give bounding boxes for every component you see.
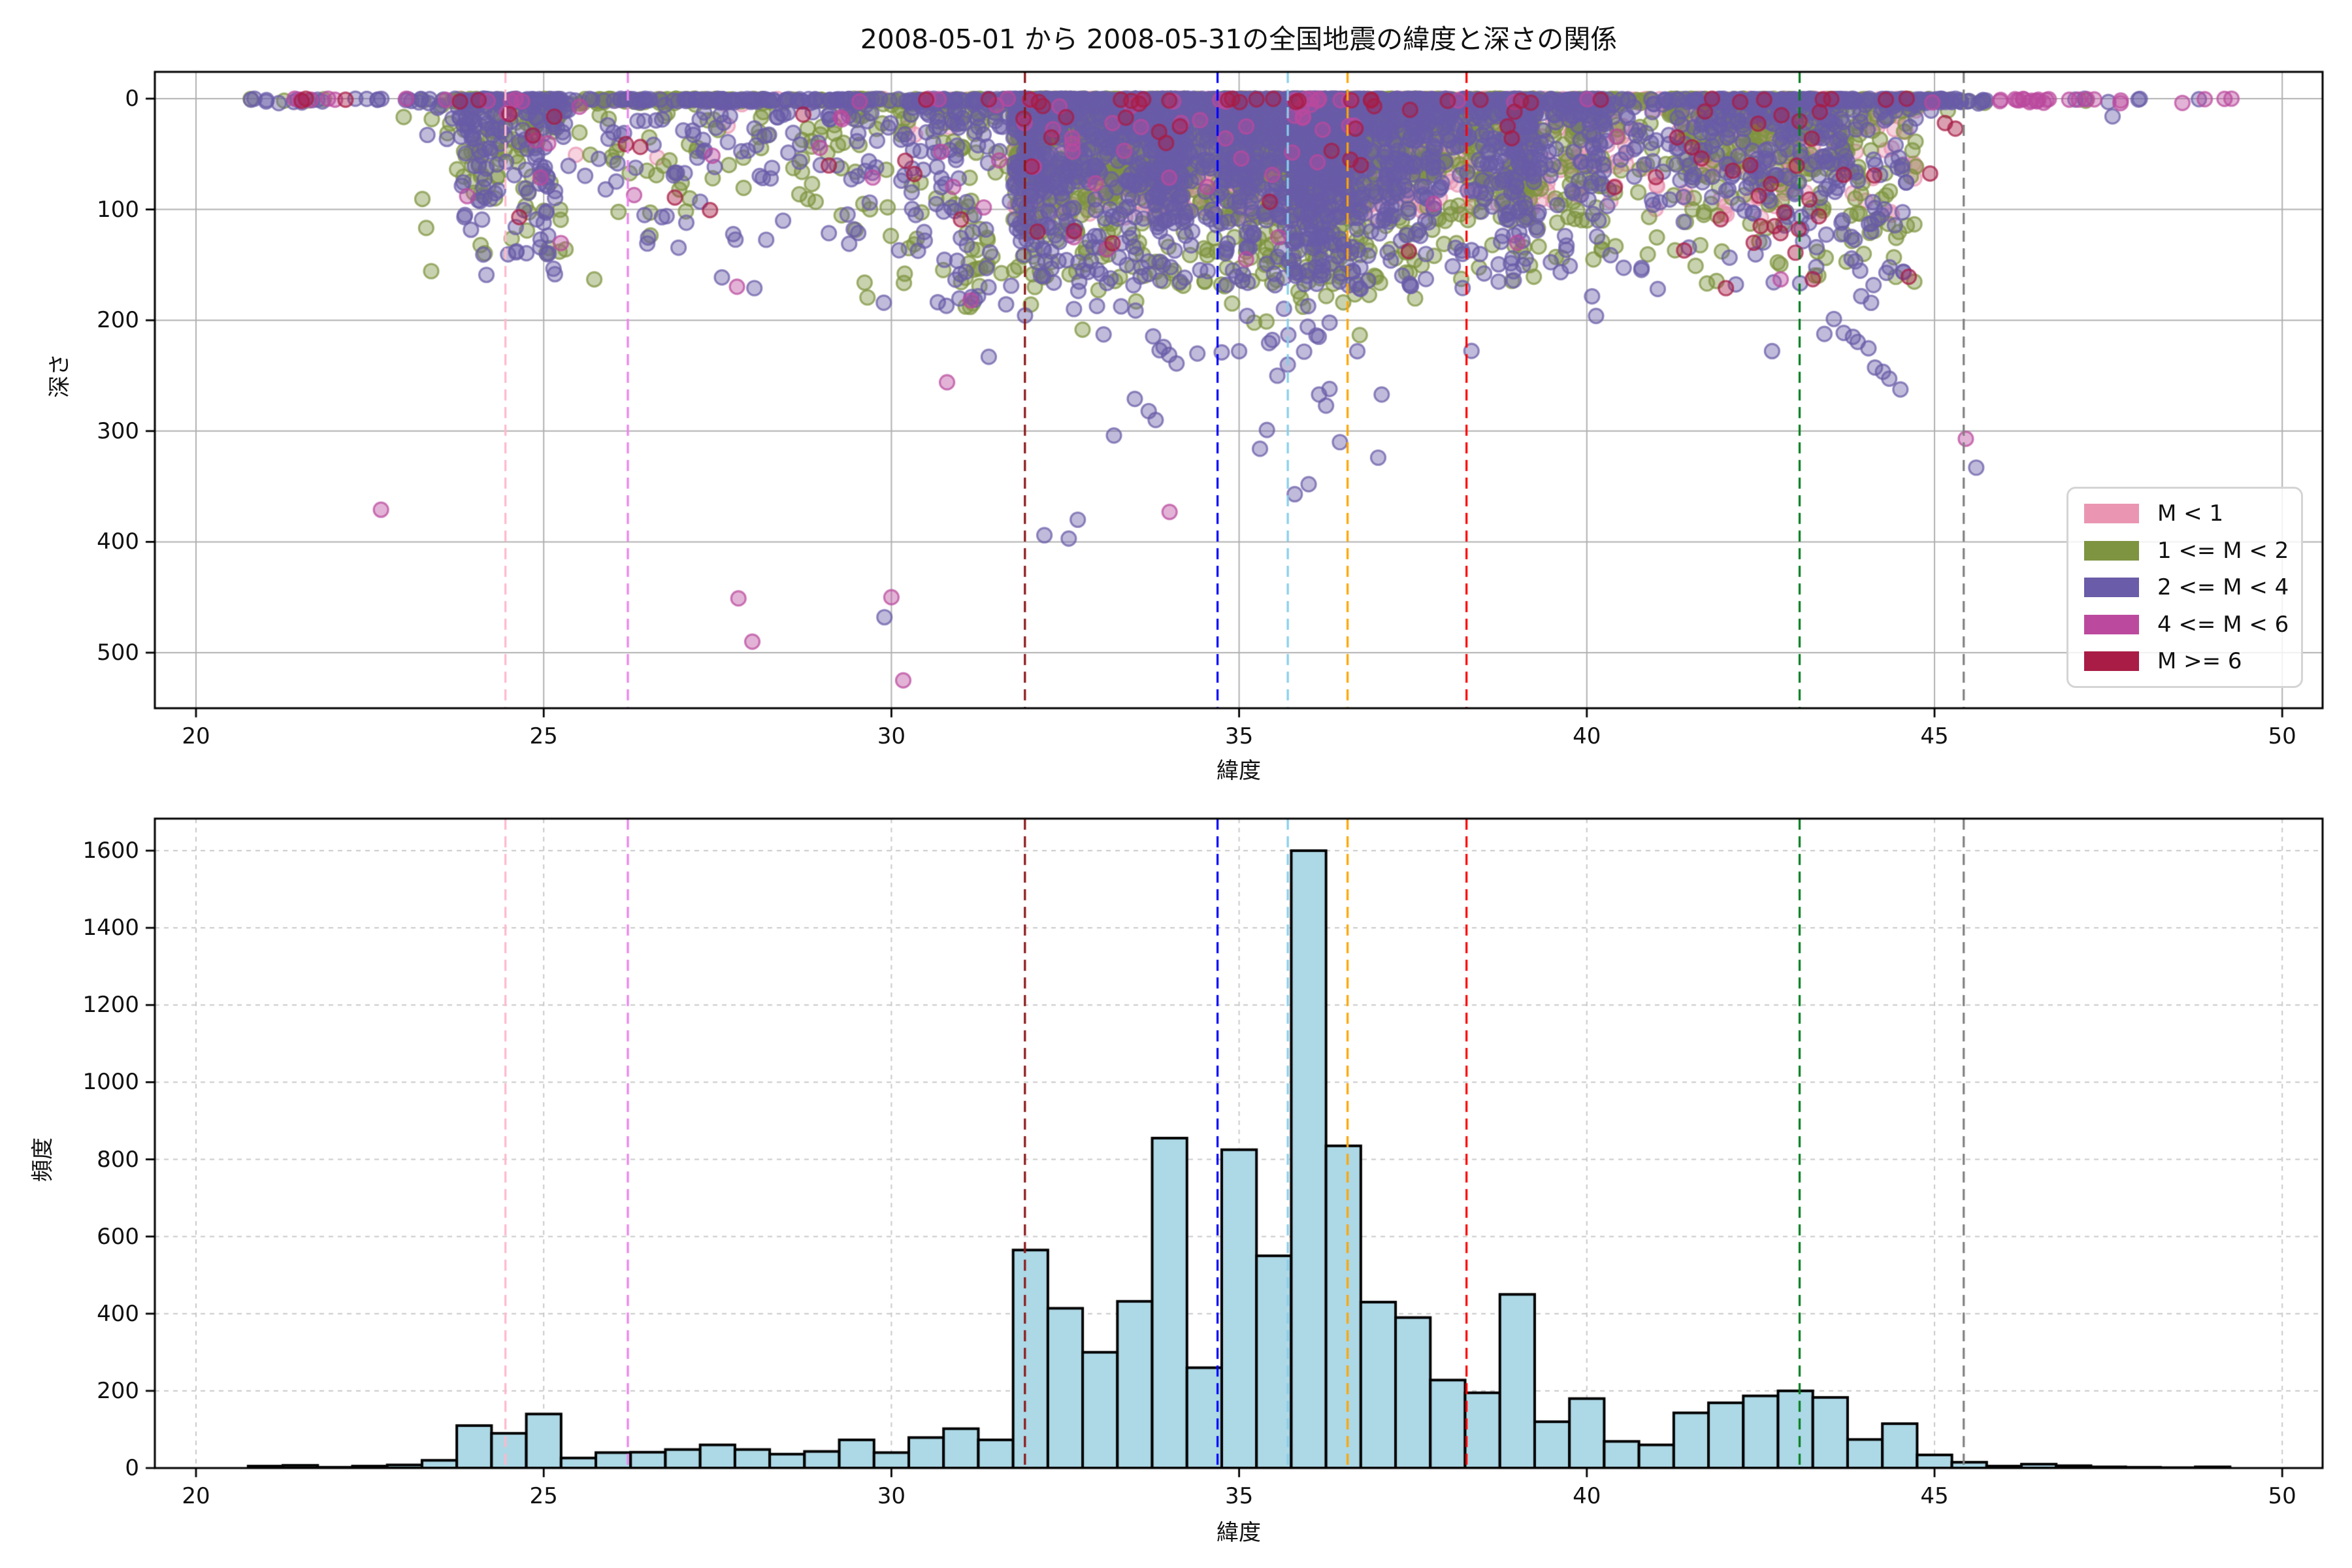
scatter-x-axis-label: 緯度 (1217, 758, 1261, 784)
hist-x-tick-label: 40 (1573, 1483, 1601, 1509)
scatter-x-tick-label: 40 (1573, 723, 1601, 749)
legend-label: M < 1 (2157, 500, 2224, 527)
scatter-x-tick-label: 50 (2268, 723, 2296, 749)
hist-x-tick-label: 35 (1224, 1483, 1254, 1509)
hist-x-tick-label: 20 (182, 1483, 210, 1509)
legend-swatch (2084, 578, 2139, 597)
scatter-y-tick-label: 300 (97, 417, 139, 444)
hist-y-axis-label: 頻度 (29, 1137, 56, 1182)
scatter-y-tick-label: 400 (97, 529, 139, 555)
scatter-x-tick-label: 30 (877, 723, 906, 749)
hist-y-tick-label: 1600 (82, 838, 139, 864)
legend-label: M >= 6 (2157, 648, 2242, 674)
legend-item: 2 <= M < 4 (2084, 574, 2289, 600)
hist-y-tick-label: 1200 (82, 992, 139, 1019)
legend-swatch (2084, 614, 2139, 634)
hist-x-axis-label: 緯度 (1217, 1520, 1261, 1546)
hist-y-tick-label: 400 (97, 1300, 139, 1327)
hist-y-tick-label: 0 (125, 1455, 139, 1481)
legend-label: 2 <= M < 4 (2157, 574, 2289, 600)
scatter-y-axis-label: 深さ (46, 353, 73, 398)
legend-item: M < 1 (2084, 500, 2285, 527)
scatter-x-tick-label: 35 (1224, 723, 1254, 749)
hist-x-tick-label: 50 (2268, 1483, 2296, 1509)
hist-y-tick-label: 800 (97, 1146, 139, 1173)
hist-y-tick-label: 1400 (82, 915, 139, 941)
hist-x-tick-label: 30 (877, 1483, 906, 1509)
hist-x-tick-label: 45 (1920, 1483, 1949, 1509)
scatter-y-tick-label: 0 (125, 86, 139, 112)
legend-item: 4 <= M < 6 (2084, 612, 2289, 638)
scatter-x-tick-label: 45 (1920, 723, 1949, 749)
hist-x-tick-label: 25 (529, 1483, 558, 1509)
scatter-y-tick-label: 200 (97, 307, 139, 334)
scatter-x-tick-label: 20 (182, 723, 210, 749)
legend-swatch (2084, 504, 2139, 523)
scatter-y-tick-label: 100 (97, 196, 139, 223)
hist-y-tick-label: 1000 (82, 1069, 139, 1096)
legend: M < 1 1 <= M < 2 2 <= M < 4 4 <= M < 6 M >= … (2066, 487, 2303, 688)
legend-swatch (2084, 651, 2139, 671)
hist-y-tick-label: 600 (97, 1223, 139, 1250)
legend-label: 1 <= M < 2 (2157, 537, 2289, 564)
scatter-y-tick-label: 500 (97, 640, 139, 666)
legend-swatch (2084, 540, 2139, 561)
hist-y-tick-label: 200 (97, 1377, 139, 1404)
scatter-x-tick-label: 25 (529, 723, 558, 749)
legend-item: 1 <= M < 2 (2084, 538, 2289, 564)
legend-item: M >= 6 (2084, 648, 2285, 674)
legend-label: 4 <= M < 6 (2157, 611, 2289, 638)
chart-title: 2008-05-01 から 2008-05-31の全国地震の緯度と深さの関係 (860, 24, 1618, 55)
